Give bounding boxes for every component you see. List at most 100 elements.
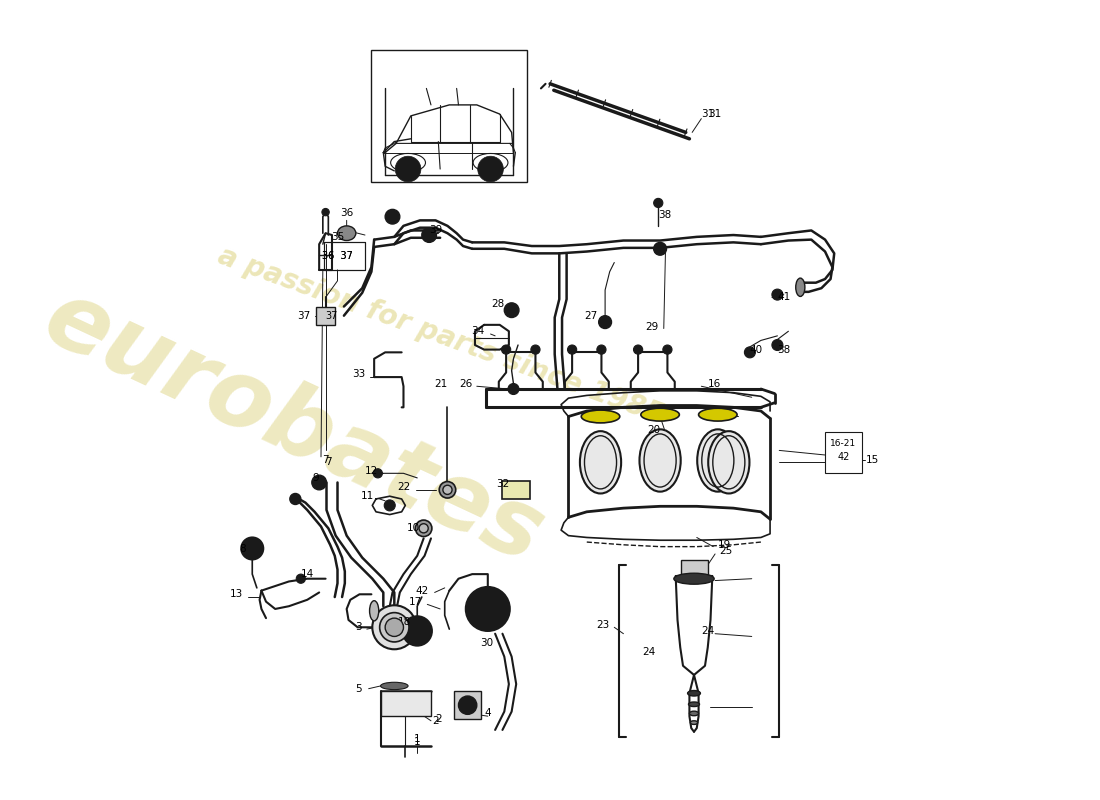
Ellipse shape: [580, 431, 622, 494]
Ellipse shape: [370, 601, 378, 621]
Text: eurobates: eurobates: [30, 272, 558, 583]
Text: 30: 30: [481, 638, 493, 648]
Circle shape: [483, 162, 498, 176]
Text: 15: 15: [866, 454, 879, 465]
Ellipse shape: [689, 702, 700, 706]
Circle shape: [289, 494, 300, 505]
Circle shape: [504, 303, 519, 318]
Circle shape: [481, 602, 495, 616]
Text: 38: 38: [658, 210, 671, 220]
Text: 22: 22: [397, 482, 410, 492]
Ellipse shape: [385, 618, 404, 637]
Ellipse shape: [639, 430, 681, 492]
Ellipse shape: [795, 278, 805, 297]
Circle shape: [597, 345, 606, 354]
Text: 34: 34: [471, 326, 484, 336]
Text: 16: 16: [707, 378, 721, 389]
Text: 27: 27: [584, 310, 597, 321]
Circle shape: [598, 316, 612, 329]
Ellipse shape: [697, 430, 738, 492]
Text: 16-21: 16-21: [830, 439, 857, 449]
Text: 29: 29: [645, 322, 658, 332]
Text: 42: 42: [837, 452, 849, 462]
Text: 3: 3: [355, 622, 362, 632]
Bar: [503, 481, 530, 499]
Circle shape: [385, 210, 399, 224]
Circle shape: [311, 475, 327, 490]
Ellipse shape: [416, 520, 432, 537]
Circle shape: [772, 339, 783, 350]
Text: 36: 36: [340, 208, 353, 218]
Circle shape: [653, 198, 663, 207]
Text: 25: 25: [719, 546, 733, 556]
Ellipse shape: [690, 711, 698, 716]
Circle shape: [502, 345, 510, 354]
Ellipse shape: [708, 431, 749, 494]
Text: 5: 5: [355, 684, 362, 694]
Ellipse shape: [581, 410, 619, 423]
Text: 31: 31: [701, 109, 714, 119]
Circle shape: [465, 587, 509, 631]
Text: 2: 2: [432, 716, 439, 726]
Circle shape: [772, 289, 783, 300]
Text: 1: 1: [414, 734, 420, 744]
Text: 19: 19: [718, 540, 732, 550]
Text: 8: 8: [239, 544, 245, 554]
Bar: [454, 691, 482, 719]
Text: 38: 38: [778, 345, 791, 354]
Text: 41: 41: [778, 292, 791, 302]
Text: 1: 1: [414, 737, 420, 747]
Text: 40: 40: [750, 345, 763, 354]
Text: 36  37: 36 37: [322, 251, 353, 261]
Text: 33: 33: [352, 370, 365, 379]
Circle shape: [663, 345, 672, 354]
Text: 21: 21: [434, 378, 448, 389]
Circle shape: [373, 469, 383, 478]
Bar: [372, 50, 527, 182]
Text: 11: 11: [361, 491, 374, 502]
Text: 23: 23: [596, 619, 609, 630]
Text: 18: 18: [397, 617, 410, 626]
Circle shape: [653, 242, 667, 255]
Bar: [681, 560, 707, 576]
Circle shape: [395, 156, 421, 182]
Ellipse shape: [338, 226, 355, 241]
Ellipse shape: [419, 524, 428, 533]
Ellipse shape: [381, 682, 408, 690]
Ellipse shape: [379, 613, 409, 642]
Bar: [825, 432, 861, 474]
Text: 10: 10: [407, 523, 420, 534]
Bar: [381, 691, 431, 716]
Text: 7: 7: [322, 454, 329, 465]
Text: 2: 2: [436, 714, 442, 724]
Text: 12: 12: [364, 466, 377, 477]
Bar: [317, 306, 334, 325]
Circle shape: [531, 345, 540, 354]
Text: 20: 20: [720, 409, 734, 418]
Ellipse shape: [641, 408, 680, 421]
Text: 7: 7: [326, 458, 332, 467]
Text: 37: 37: [297, 310, 310, 321]
Circle shape: [745, 347, 756, 358]
Circle shape: [384, 500, 395, 511]
Circle shape: [400, 162, 416, 176]
Circle shape: [241, 538, 263, 559]
Text: 37: 37: [326, 310, 338, 321]
Circle shape: [322, 209, 329, 216]
Text: 35: 35: [331, 232, 344, 242]
Circle shape: [568, 345, 576, 354]
Circle shape: [459, 696, 476, 714]
Ellipse shape: [372, 606, 416, 650]
Bar: [323, 242, 365, 270]
Text: 32: 32: [496, 479, 509, 490]
Text: 4: 4: [484, 709, 491, 718]
Text: 24: 24: [702, 626, 715, 636]
Circle shape: [245, 542, 258, 555]
Text: 17: 17: [408, 597, 421, 606]
Text: 24: 24: [641, 647, 654, 657]
Text: 39: 39: [429, 226, 442, 235]
Circle shape: [477, 156, 504, 182]
Text: 14: 14: [300, 569, 315, 579]
Text: 28: 28: [491, 298, 504, 309]
Circle shape: [403, 616, 432, 646]
